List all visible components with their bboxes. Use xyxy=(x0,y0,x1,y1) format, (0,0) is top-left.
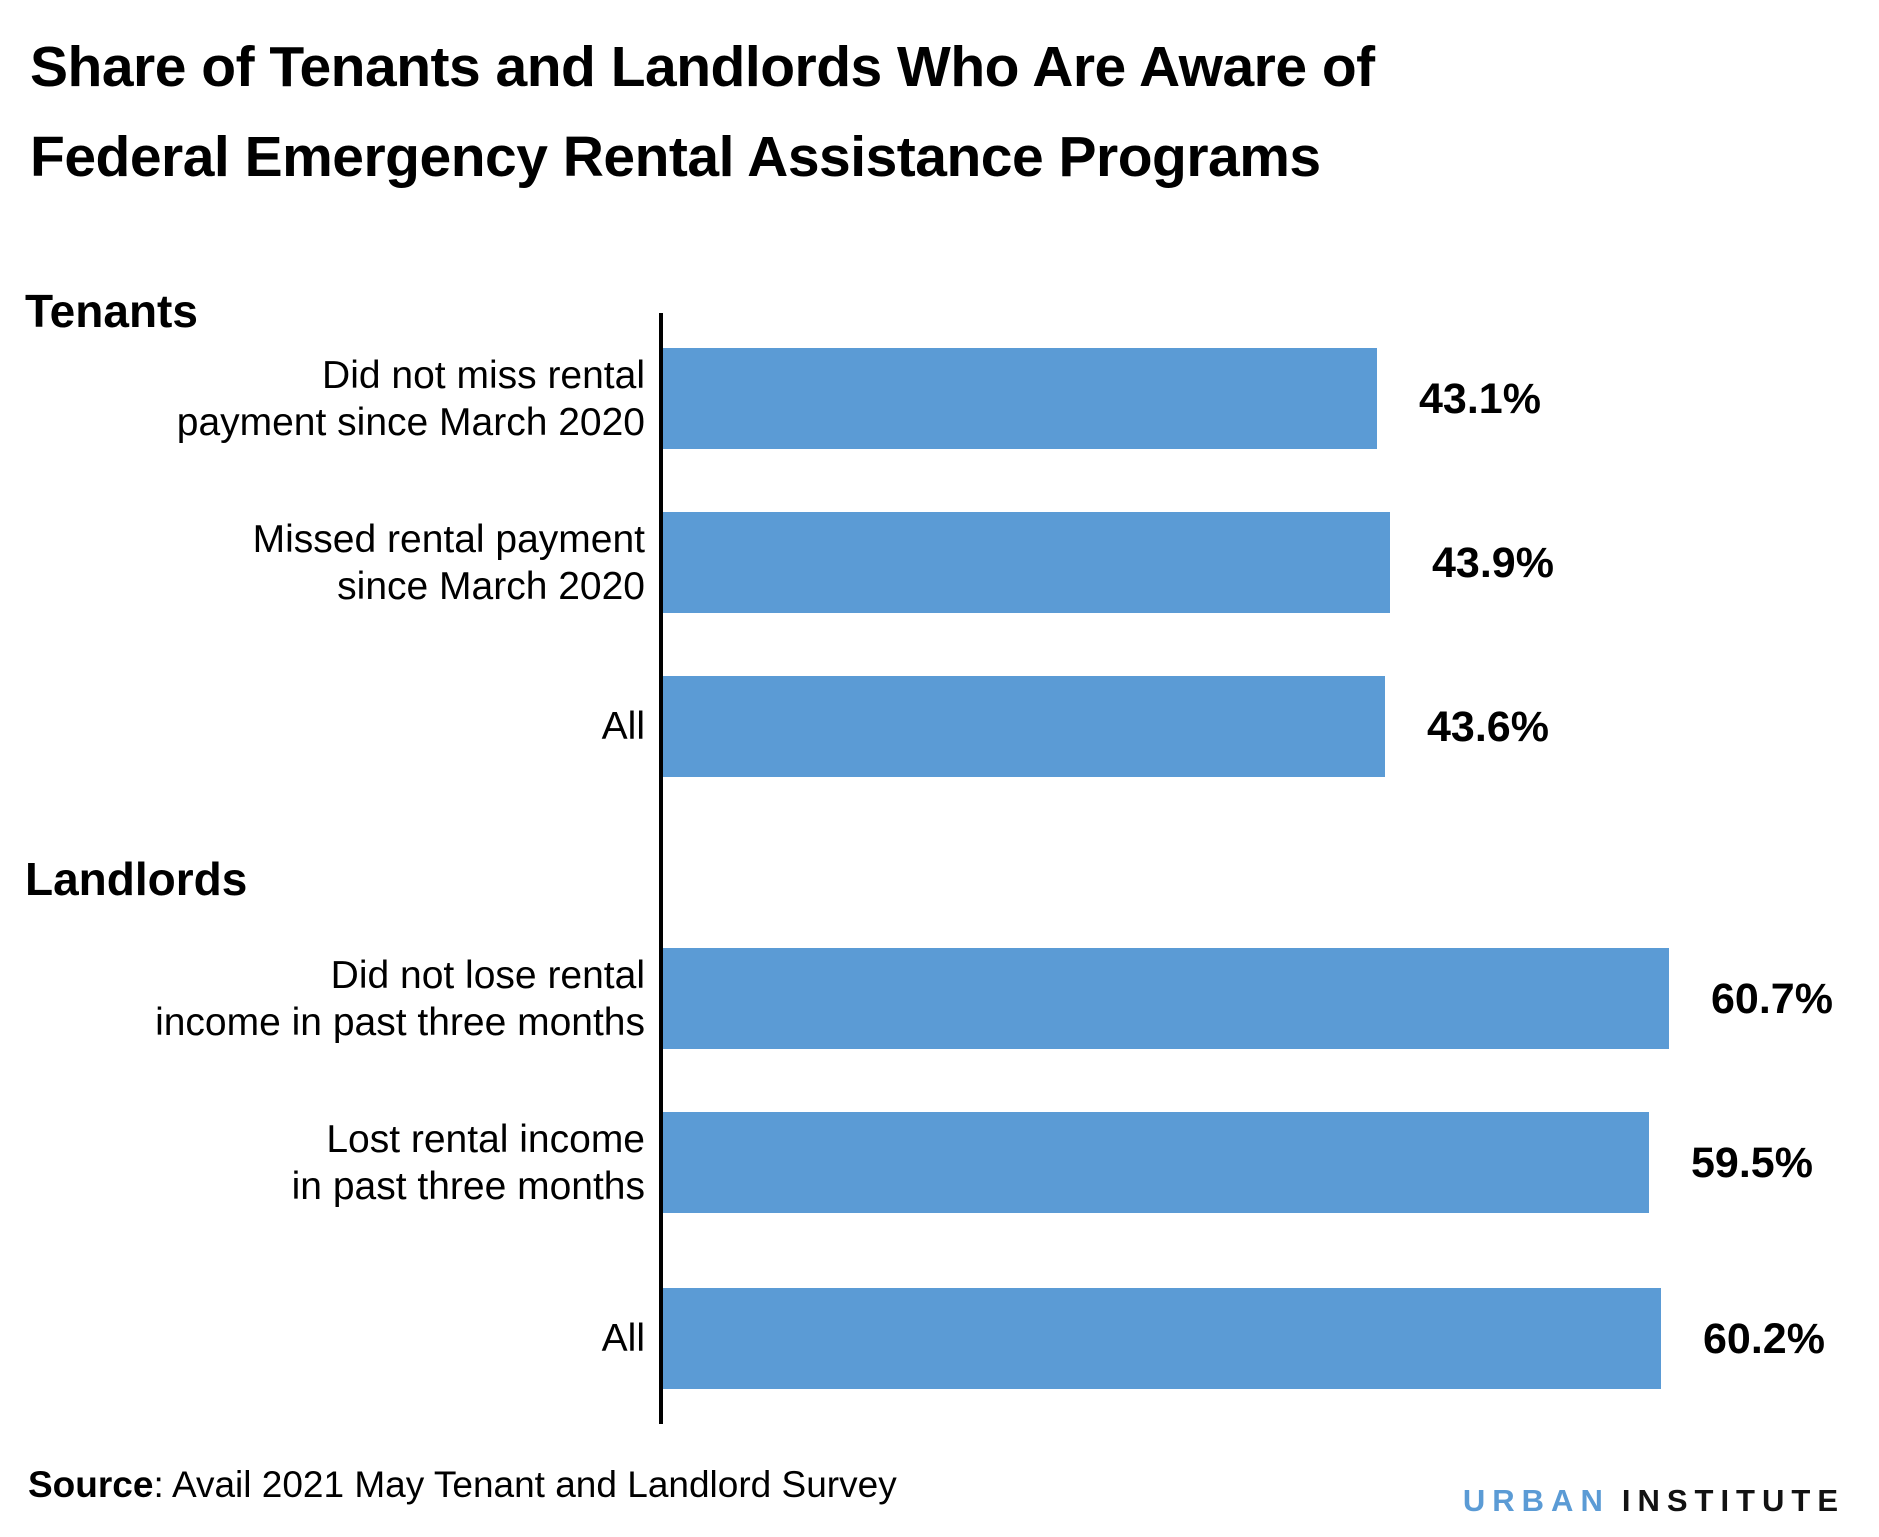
group-heading-landlords: Landlords xyxy=(25,853,248,905)
bar-tenants-1 xyxy=(663,348,1377,449)
chart-title-line-1: Share of Tenants and Landlords Who Are A… xyxy=(30,35,1375,99)
bar-landlords-3 xyxy=(663,1288,1661,1389)
category-label-line: in past three months xyxy=(291,1165,645,1208)
source-text: : Avail 2021 May Tenant and Landlord Sur… xyxy=(153,1464,897,1505)
logo-word-institute: INSTITUTE xyxy=(1621,1483,1845,1518)
category-label: Lost rental income in past three months xyxy=(0,1116,645,1210)
category-label: Missed rental payment since March 2020 xyxy=(0,516,645,610)
bar-value-label: 43.6% xyxy=(1427,703,1549,751)
logo-word-urban: URBAN xyxy=(1462,1483,1610,1518)
bar-tenants-2 xyxy=(663,512,1390,613)
bar-value-label: 59.5% xyxy=(1691,1139,1813,1187)
category-label-line: income in past three months xyxy=(155,1001,645,1044)
category-label-line: since March 2020 xyxy=(337,565,645,608)
category-label-line: Did not lose rental xyxy=(330,954,645,997)
bar-landlords-1 xyxy=(663,948,1669,1049)
bar-tenants-3 xyxy=(663,676,1385,777)
chart-title: Share of Tenants and Landlords Who Are A… xyxy=(30,22,1375,202)
bar-value-label: 43.9% xyxy=(1432,539,1554,587)
category-label-line: Did not miss rental xyxy=(322,354,645,397)
category-label: All xyxy=(0,703,645,750)
bar-landlords-2 xyxy=(663,1112,1649,1213)
group-heading-tenants: Tenants xyxy=(25,285,198,337)
category-axis-line xyxy=(659,313,663,1424)
bar-value-label: 43.1% xyxy=(1419,375,1541,423)
urban-institute-logo: URBAN INSTITUTE xyxy=(1463,1483,1845,1519)
source-label: Source xyxy=(28,1464,154,1505)
category-label-line: All xyxy=(601,705,645,748)
category-label-line: Lost rental income xyxy=(326,1118,645,1161)
category-label: All xyxy=(0,1315,645,1362)
category-label-line: payment since March 2020 xyxy=(176,401,645,444)
chart-title-line-2: Federal Emergency Rental Assistance Prog… xyxy=(30,125,1321,189)
bar-value-label: 60.7% xyxy=(1711,975,1833,1023)
category-label-line: Missed rental payment xyxy=(252,518,645,561)
category-label: Did not lose rental income in past three … xyxy=(0,952,645,1046)
bar-value-label: 60.2% xyxy=(1703,1315,1825,1363)
source-note: Source: Avail 2021 May Tenant and Landlo… xyxy=(28,1462,897,1508)
category-label: Did not miss rental payment since March 2… xyxy=(0,352,645,446)
category-label-line: All xyxy=(601,1317,645,1360)
